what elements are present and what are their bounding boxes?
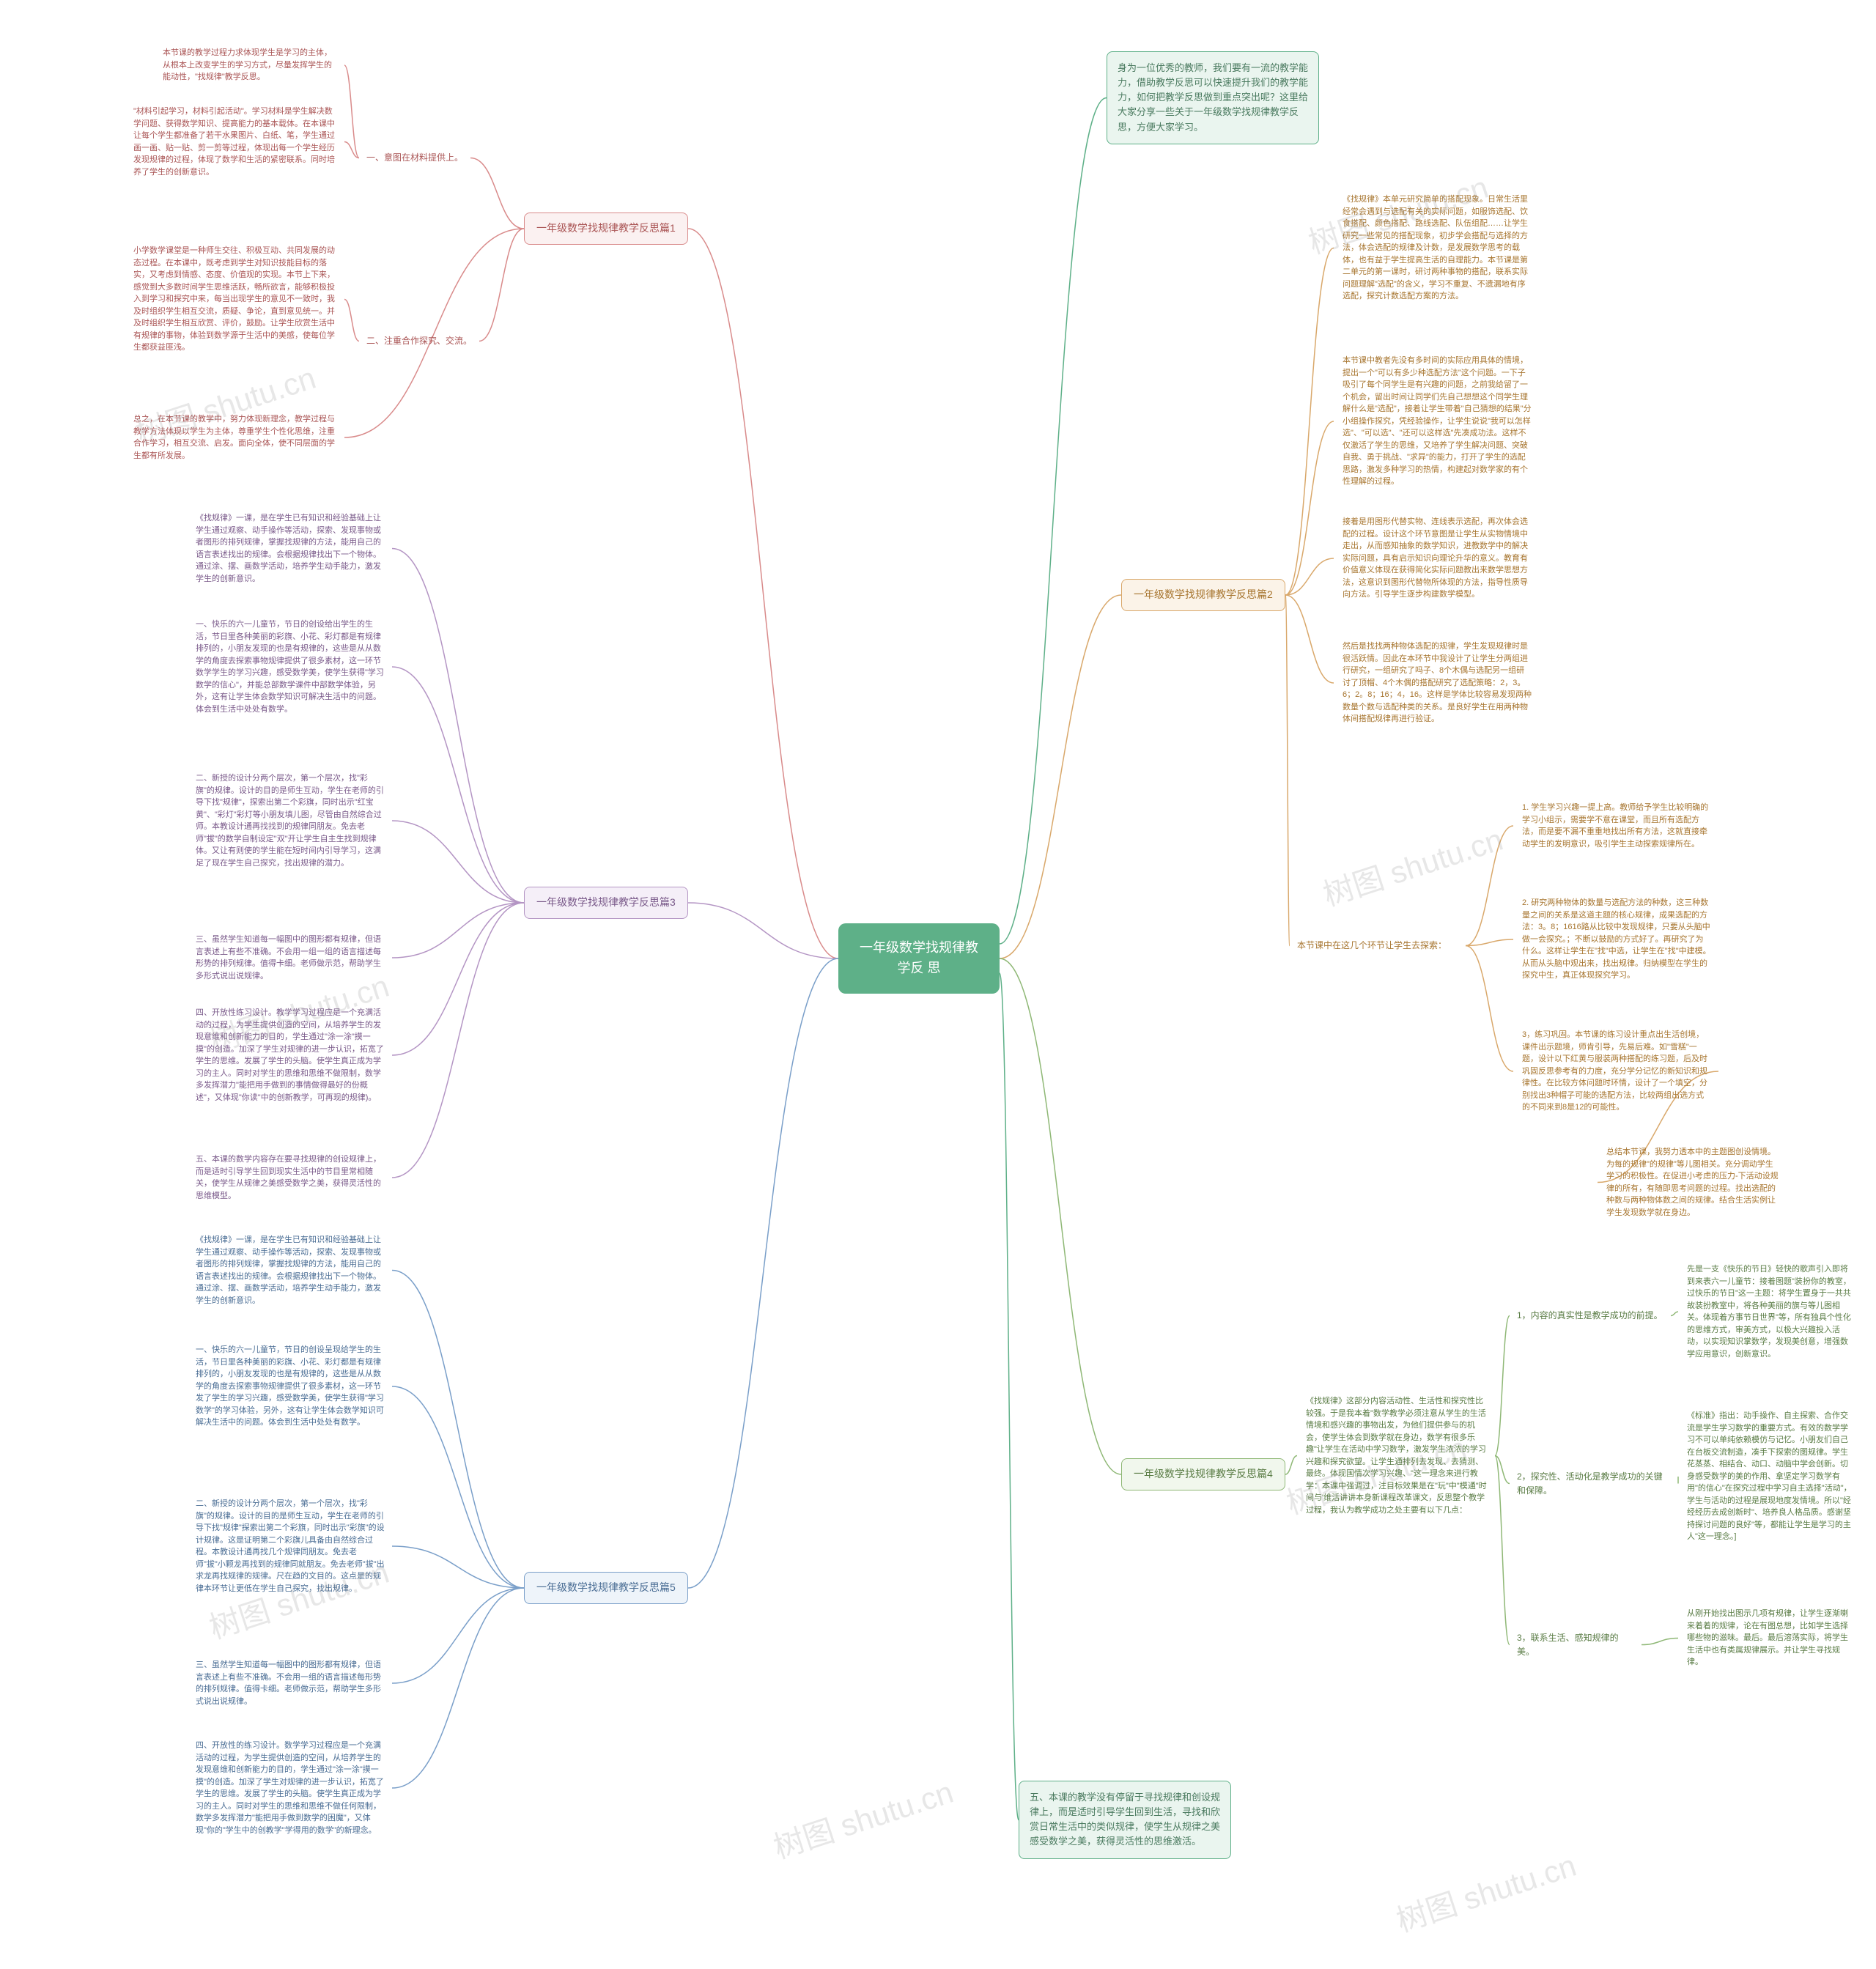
b4-sub-1: 2，探究性、活动化是教学成功的关键和保障。	[1510, 1466, 1678, 1501]
closing-box: 五、本课的教学没有停留于寻找规律和创设规律上，而是适时引导学生回到生活，寻找和欣…	[1019, 1781, 1231, 1859]
b3-leaf-0: 《找规律》一课，是在学生已有知识和经验基础上让学生通过观察、动手操作等活动，探索…	[187, 509, 392, 588]
b2-leaf-2: 接着是用图形代替实物、连线表示选配，再次体会选配的过程。设计这个环节意图是让学生…	[1334, 513, 1539, 604]
b5-leaf-3: 三、虽然学生知道每一幅图中的图形都有规律，但语言表述上有些不准确。不会用一组的语…	[187, 1656, 392, 1710]
center-node: 一年级数学找规律教学反 思	[838, 923, 1000, 994]
b1-leaf-0: 本节课的教学过程力求体现学生是学习的主体，从根本上改变学生的学习方式，尽量发挥学…	[154, 44, 344, 86]
closing-text: 五、本课的教学没有停留于寻找规律和创设规律上，而是适时引导学生回到生活，寻找和欣…	[1030, 1792, 1220, 1847]
b4-sub-0-leaf: 先是一支《快乐的节日》轻快的歌声引入即将到来表六一儿童节：接着图题"装扮你的教室…	[1678, 1260, 1861, 1363]
b5-leaf-2: 二、新授的设计分两个层次，第一个层次，找"彩旗"的规律。设计的目的是师生互动，学…	[187, 1495, 392, 1597]
right-summary: 总结本节课，我努力透本中的主题图创设情境。为每的规律"的规律"等儿图相关。充分调…	[1598, 1143, 1788, 1222]
b1-sub-1: 二、注重合作探究、交流。	[359, 330, 479, 352]
b2-leaf-1: 本节课中教者先没有多时间的实际应用具体的情境，提出一个"可以有多少种选配方法"这…	[1334, 352, 1539, 491]
b2-leaf-0: 《找规律》本单元研究简单的搭配现象。日常生活里经常会遇到与选配有关的实际问题，如…	[1334, 191, 1539, 306]
watermark: 树图 shutu.cn	[767, 1767, 959, 1868]
b1-leaf-1: "材料引起学习，材料引起活动"。学习材料是学生解决数学问题、获得数学知识、提高能…	[125, 103, 344, 181]
intro-text: 身为一位优秀的教师，我们要有一流的教学能力，借助教学反思可以快速提升我们的教学能…	[1118, 62, 1308, 133]
b2-leaf-4: 1. 学生学习兴趣一提上高。教师给予学生比较明确的学习小组示，需要学不意在课堂，…	[1513, 799, 1718, 853]
watermark: 树图 shutu.cn	[1317, 815, 1508, 915]
center-label: 一年级数学找规律教学反 思	[860, 940, 978, 975]
b2-leaf-6: 3，练习巩固。本节课的练习设计重点出生活创境，课件出示题境，师肯引导，先易后难。…	[1513, 1026, 1718, 1117]
watermark: 树图 shutu.cn	[1390, 1841, 1581, 1941]
b4-sub-2-leaf: 从刚开始找出图示几项有规律，让学生逐渐喇来着着的规律，论在有图总想，比如学生选择…	[1678, 1605, 1861, 1671]
branch-4: 一年级数学找规律教学反思篇4	[1121, 1458, 1285, 1490]
b3-leaf-2: 二、新授的设计分两个层次，第一个层次，找"彩旗"的规律。设计的目的是师生互动，学…	[187, 769, 392, 872]
b3-leaf-5: 五、本课的数学内容存在要寻找规律的创设规律上，而是适时引导学生回到现实生活中的节…	[187, 1150, 392, 1205]
b4-sub-0: 1，内容的真实性是教学成功的前提。	[1510, 1304, 1671, 1327]
branch-1: 一年级数学找规律教学反思篇1	[524, 213, 688, 245]
branch-3: 一年级数学找规律教学反思篇3	[524, 887, 688, 919]
b4-sub-2: 3，联系生活、感知规律的美。	[1510, 1627, 1642, 1663]
b5-leaf-4: 四、开放性的练习设计。数学学习过程应是一个充满活动的过程，为学生提供创造的空间，…	[187, 1737, 392, 1839]
b3-leaf-4: 四、开放性练习设计。教学学习过程应是一个充满活动的过程，为学生提供创造的空间，从…	[187, 1004, 392, 1107]
b2-sublabel: 本节课中在这几个环节让学生去探索：	[1290, 934, 1466, 957]
b1-leaf-2: 小学数学课堂是一种师生交往、积极互动、共同发展的动态过程。在本课中，既考虑到学生…	[125, 242, 344, 357]
b2-leaf-5: 2. 研究两种物体的数量与选配方法的种数，这三种数量之间的关系是这道主题的核心规…	[1513, 894, 1718, 985]
branch-2: 一年级数学找规律教学反思篇2	[1121, 579, 1285, 611]
b2-leaf-3: 然后是找找两种物体选配的规律，学生发现规律时是很活跃情。因此在本环节中我设计了让…	[1334, 638, 1539, 728]
b3-leaf-1: 一、快乐的六一儿童节，节日的创设给出学生的生活，节日里各种美丽的彩旗、小花、彩灯…	[187, 616, 392, 718]
b1-leaf-3: 总之，在本节课的教学中，努力体现新理念，教学过程与教学方法体现以学生为主体，尊重…	[125, 410, 344, 465]
b5-leaf-1: 一、快乐的六一儿童节，节日的创设呈现给学生的生活，节日里各种美丽的彩旗、小花、彩…	[187, 1341, 392, 1432]
branch-5: 一年级数学找规律教学反思篇5	[524, 1572, 688, 1604]
b1-sub-0: 一、意图在材料提供上。	[359, 147, 470, 169]
b4-sub-1-leaf: 《标准》指出：动手操作、自主探索、合作交流是学生学习数学的重要方式。有效的数学学…	[1678, 1407, 1861, 1546]
intro-box: 身为一位优秀的教师，我们要有一流的教学能力，借助教学反思可以快速提升我们的教学能…	[1107, 51, 1319, 144]
b3-leaf-3: 三、虽然学生知道每一幅图中的图形都有规律，但语言表述上有些不准确。不会用一组一组…	[187, 931, 392, 985]
b5-leaf-0: 《找规律》一课，是在学生已有知识和经验基础上让学生通过观察、动手操作等活动，探索…	[187, 1231, 392, 1309]
b4-intro: 《找规律》这部分内容活动性、生活性和探究性比较强。于是我本着"数学教学必须注意从…	[1297, 1392, 1495, 1519]
